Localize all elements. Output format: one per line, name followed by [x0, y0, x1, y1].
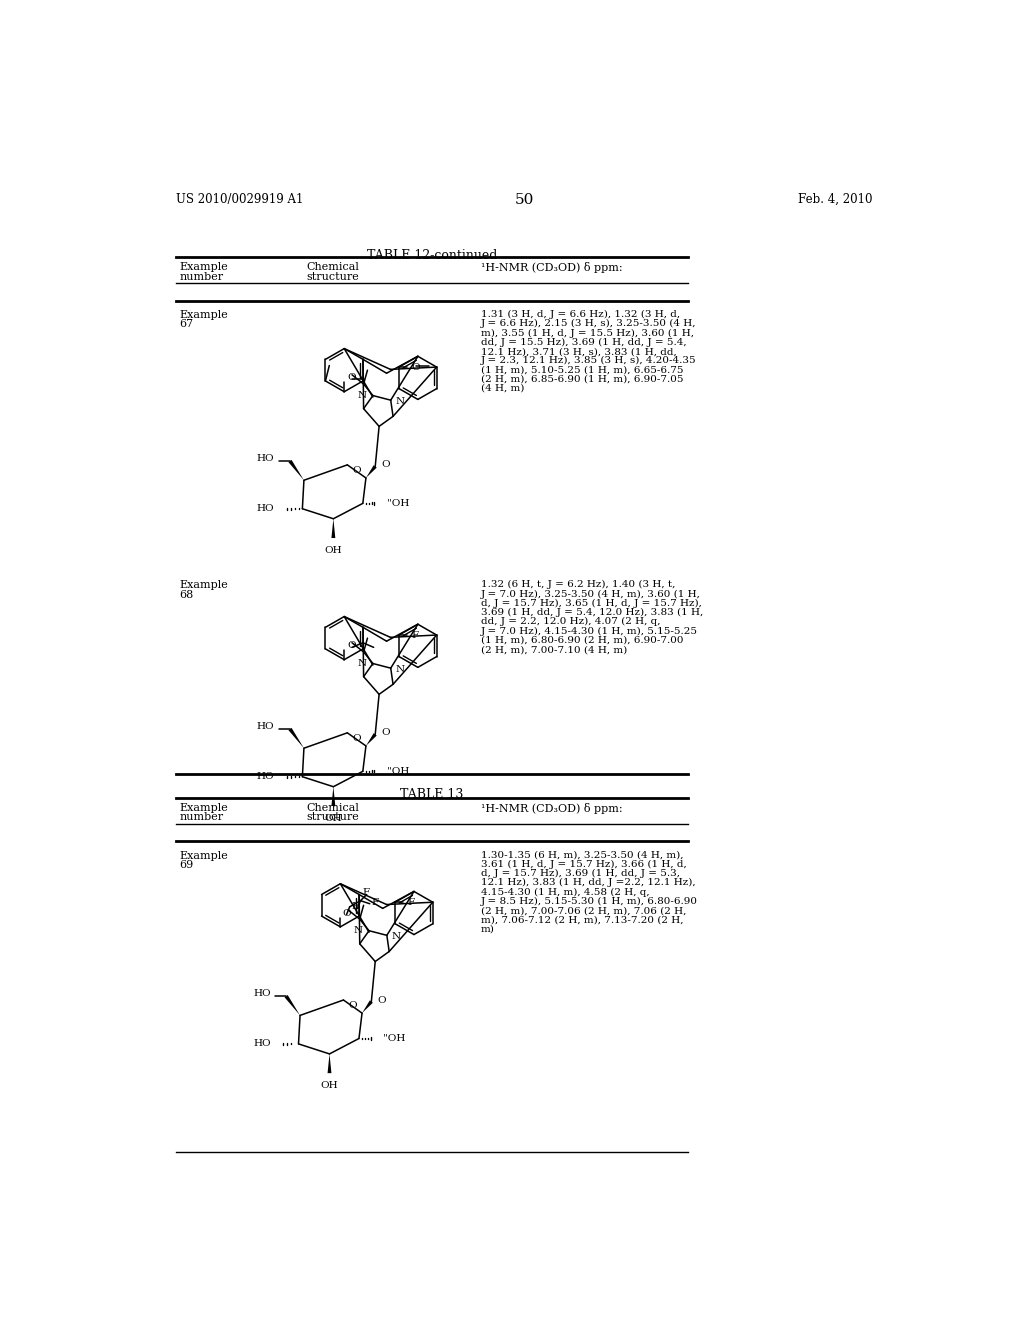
Text: d, J = 15.7 Hz), 3.65 (1 H, d, J = 15.7 Hz),: d, J = 15.7 Hz), 3.65 (1 H, d, J = 15.7 …: [480, 599, 701, 609]
Text: F: F: [372, 898, 379, 907]
Text: 69: 69: [179, 859, 194, 870]
Text: O: O: [381, 461, 390, 470]
Text: 1.31 (3 H, d, J = 6.6 Hz), 1.32 (3 H, d,: 1.31 (3 H, d, J = 6.6 Hz), 1.32 (3 H, d,: [480, 310, 680, 319]
Polygon shape: [332, 519, 335, 539]
Text: J = 2.3, 12.1 Hz), 3.85 (3 H, s), 4.20-4.35: J = 2.3, 12.1 Hz), 3.85 (3 H, s), 4.20-4…: [480, 356, 696, 366]
Text: d, J = 15.7 Hz), 3.69 (1 H, dd, J = 5.3,: d, J = 15.7 Hz), 3.69 (1 H, dd, J = 5.3,: [480, 869, 680, 878]
Text: O: O: [381, 729, 390, 738]
Text: 1.32 (6 H, t, J = 6.2 Hz), 1.40 (3 H, t,: 1.32 (6 H, t, J = 6.2 Hz), 1.40 (3 H, t,: [480, 581, 675, 590]
Polygon shape: [366, 733, 377, 746]
Text: O: O: [352, 734, 360, 743]
Text: O: O: [352, 466, 360, 475]
Polygon shape: [366, 465, 377, 478]
Text: 50: 50: [515, 193, 535, 207]
Polygon shape: [289, 727, 304, 748]
Text: 3.61 (1 H, d, J = 15.7 Hz), 3.66 (1 H, d,: 3.61 (1 H, d, J = 15.7 Hz), 3.66 (1 H, d…: [480, 859, 686, 869]
Text: number: number: [179, 272, 223, 281]
Polygon shape: [285, 995, 300, 1015]
Text: O: O: [348, 1001, 357, 1010]
Text: N: N: [395, 397, 404, 407]
Text: HO: HO: [257, 504, 274, 513]
Text: O: O: [347, 642, 356, 651]
Text: dd, J = 2.2, 12.0 Hz), 4.07 (2 H, q,: dd, J = 2.2, 12.0 Hz), 4.07 (2 H, q,: [480, 618, 660, 627]
Text: Feb. 4, 2010: Feb. 4, 2010: [798, 193, 872, 206]
Text: HO: HO: [253, 1039, 270, 1048]
Text: Example: Example: [179, 310, 228, 319]
Text: 3.69 (1 H, dd, J = 5.4, 12.0 Hz), 3.83 (1 H,: 3.69 (1 H, dd, J = 5.4, 12.0 Hz), 3.83 (…: [480, 609, 702, 618]
Text: "OH: "OH: [387, 499, 410, 508]
Text: TABLE 13: TABLE 13: [400, 788, 464, 801]
Text: 67: 67: [179, 319, 194, 329]
Text: 12.1 Hz), 3.83 (1 H, dd, J =2.2, 12.1 Hz),: 12.1 Hz), 3.83 (1 H, dd, J =2.2, 12.1 Hz…: [480, 878, 695, 887]
Text: (2 H, m), 6.85-6.90 (1 H, m), 6.90-7.05: (2 H, m), 6.85-6.90 (1 H, m), 6.90-7.05: [480, 375, 683, 384]
Text: 4.15-4.30 (1 H, m), 4.58 (2 H, q,: 4.15-4.30 (1 H, m), 4.58 (2 H, q,: [480, 887, 649, 896]
Text: J = 6.6 Hz), 2.15 (3 H, s), 3.25-3.50 (4 H,: J = 6.6 Hz), 2.15 (3 H, s), 3.25-3.50 (4…: [480, 319, 696, 329]
Text: ¹H-NMR (CD₃OD) δ ppm:: ¹H-NMR (CD₃OD) δ ppm:: [480, 803, 623, 814]
Text: structure: structure: [306, 812, 359, 822]
Text: m), 7.06-7.12 (2 H, m), 7.13-7.20 (2 H,: m), 7.06-7.12 (2 H, m), 7.13-7.20 (2 H,: [480, 915, 683, 924]
Text: Example: Example: [179, 850, 228, 861]
Text: Example: Example: [179, 263, 228, 272]
Polygon shape: [332, 787, 335, 807]
Text: 1.30-1.35 (6 H, m), 3.25-3.50 (4 H, m),: 1.30-1.35 (6 H, m), 3.25-3.50 (4 H, m),: [480, 850, 683, 859]
Text: N: N: [357, 659, 367, 668]
Text: O: O: [342, 908, 350, 917]
Text: structure: structure: [306, 272, 359, 281]
Text: J = 8.5 Hz), 5.15-5.30 (1 H, m), 6.80-6.90: J = 8.5 Hz), 5.15-5.30 (1 H, m), 6.80-6.…: [480, 896, 697, 906]
Text: US 2010/0029919 A1: US 2010/0029919 A1: [176, 193, 303, 206]
Text: N: N: [357, 391, 367, 400]
Text: F: F: [362, 888, 370, 898]
Polygon shape: [362, 1001, 373, 1014]
Text: O: O: [412, 363, 420, 371]
Text: Chemical: Chemical: [306, 263, 359, 272]
Polygon shape: [328, 1053, 332, 1073]
Text: HO: HO: [257, 722, 274, 731]
Text: Example: Example: [179, 803, 228, 813]
Text: 12.1 Hz), 3.71 (3 H, s), 3.83 (1 H, dd,: 12.1 Hz), 3.71 (3 H, s), 3.83 (1 H, dd,: [480, 347, 677, 356]
Text: N: N: [353, 927, 362, 935]
Polygon shape: [289, 459, 304, 480]
Text: HO: HO: [257, 454, 274, 463]
Text: O: O: [347, 374, 356, 383]
Text: number: number: [179, 812, 223, 822]
Text: (1 H, m), 5.10-5.25 (1 H, m), 6.65-6.75: (1 H, m), 5.10-5.25 (1 H, m), 6.65-6.75: [480, 366, 683, 375]
Text: N: N: [391, 932, 400, 941]
Text: N: N: [395, 665, 404, 675]
Text: OH: OH: [325, 813, 342, 822]
Text: HO: HO: [253, 990, 270, 998]
Text: Chemical: Chemical: [306, 803, 359, 813]
Text: TABLE 12-continued: TABLE 12-continued: [367, 249, 497, 263]
Text: (2 H, m), 7.00-7.06 (2 H, m), 7.06 (2 H,: (2 H, m), 7.00-7.06 (2 H, m), 7.06 (2 H,: [480, 906, 686, 915]
Text: O: O: [378, 995, 386, 1005]
Text: (4 H, m): (4 H, m): [480, 384, 524, 393]
Text: dd, J = 15.5 Hz), 3.69 (1 H, dd, J = 5.4,: dd, J = 15.5 Hz), 3.69 (1 H, dd, J = 5.4…: [480, 338, 686, 347]
Text: OH: OH: [321, 1081, 338, 1090]
Text: F: F: [408, 898, 415, 907]
Text: 68: 68: [179, 590, 194, 599]
Text: Example: Example: [179, 581, 228, 590]
Text: m): m): [480, 924, 495, 933]
Text: (1 H, m), 6.80-6.90 (2 H, m), 6.90-7.00: (1 H, m), 6.80-6.90 (2 H, m), 6.90-7.00: [480, 636, 683, 644]
Text: F: F: [352, 903, 359, 911]
Text: ¹H-NMR (CD₃OD) δ ppm:: ¹H-NMR (CD₃OD) δ ppm:: [480, 263, 623, 273]
Text: "OH: "OH: [383, 1034, 406, 1043]
Text: F: F: [412, 631, 419, 639]
Text: OH: OH: [325, 545, 342, 554]
Text: J = 7.0 Hz), 3.25-3.50 (4 H, m), 3.60 (1 H,: J = 7.0 Hz), 3.25-3.50 (4 H, m), 3.60 (1…: [480, 590, 700, 599]
Text: HO: HO: [257, 772, 274, 781]
Text: "OH: "OH: [387, 767, 410, 776]
Text: J = 7.0 Hz), 4.15-4.30 (1 H, m), 5.15-5.25: J = 7.0 Hz), 4.15-4.30 (1 H, m), 5.15-5.…: [480, 627, 697, 636]
Text: m), 3.55 (1 H, d, J = 15.5 Hz), 3.60 (1 H,: m), 3.55 (1 H, d, J = 15.5 Hz), 3.60 (1 …: [480, 329, 693, 338]
Text: (2 H, m), 7.00-7.10 (4 H, m): (2 H, m), 7.00-7.10 (4 H, m): [480, 645, 627, 653]
